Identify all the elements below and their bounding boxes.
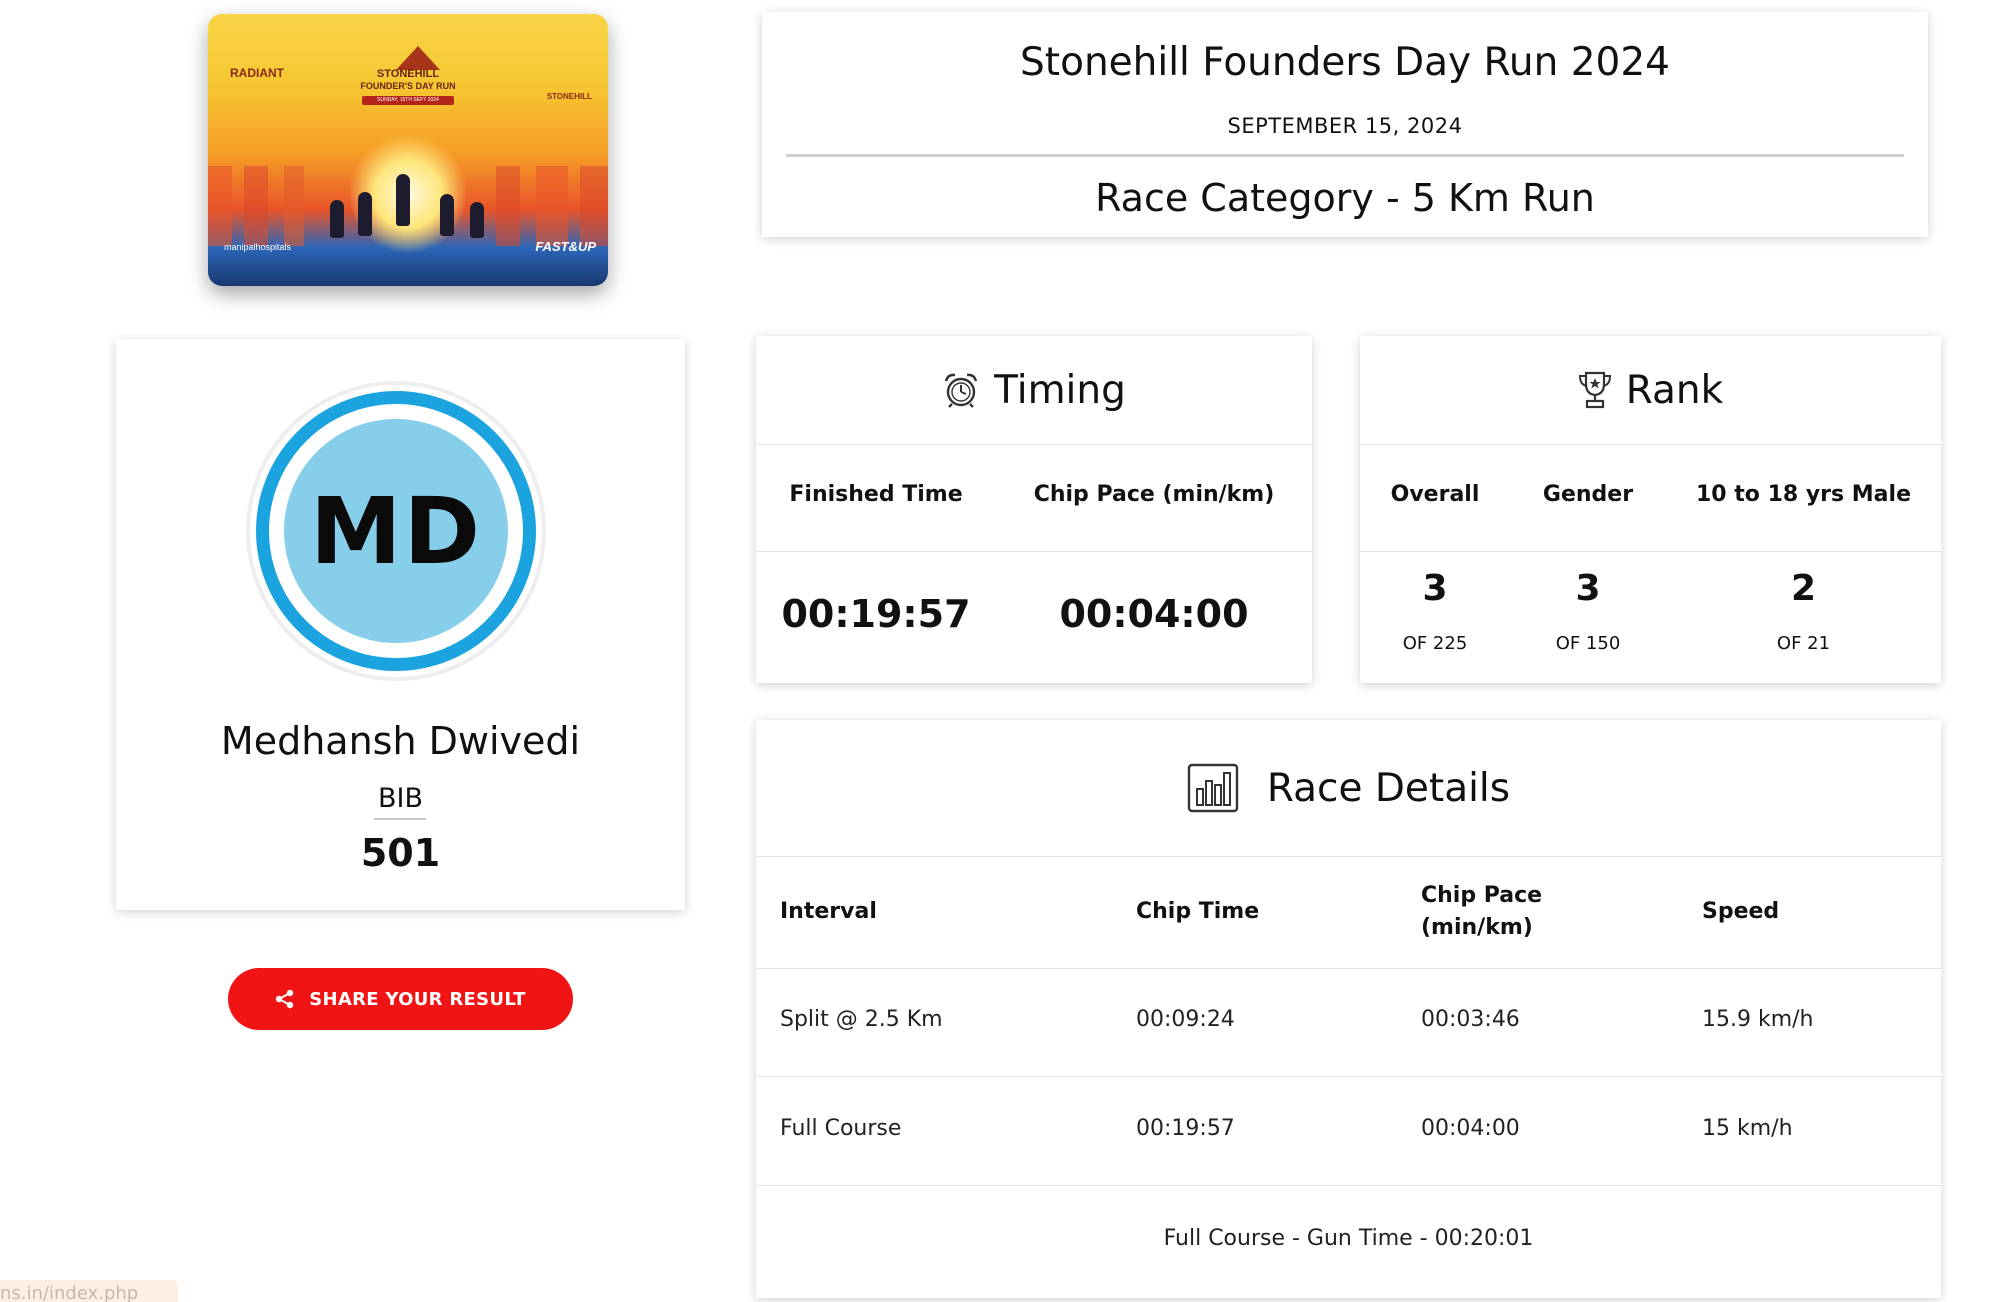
divider xyxy=(1360,444,1941,445)
timing-card: Timing Finished Time Chip Pace (min/km) … xyxy=(756,336,1312,683)
divider xyxy=(756,1076,1941,1077)
cell-chip-pace: 00:04:00 xyxy=(1421,1116,1520,1141)
poster-runner xyxy=(396,174,410,226)
event-divider xyxy=(786,154,1904,157)
rank-header: Rank xyxy=(1360,336,1941,444)
poster-event-subname: FOUNDER'S DAY RUN xyxy=(360,81,456,91)
event-title: Stonehill Founders Day Run 2024 xyxy=(1020,40,1670,85)
event-poster-image: STONEHILL FOUNDER'S DAY RUN SUNDAY, 15TH… xyxy=(208,14,608,286)
divider xyxy=(756,1185,1941,1186)
timing-header: Timing xyxy=(756,336,1312,444)
share-button-label: SHARE YOUR RESULT xyxy=(309,988,526,1010)
chip-pace-label: Chip Pace (min/km) xyxy=(1033,482,1275,507)
column-header-chip-time: Chip Time xyxy=(1136,899,1260,924)
poster-energy-partner: FAST&UP xyxy=(535,239,596,254)
gun-time: Full Course - Gun Time - 00:20:01 xyxy=(1163,1226,1534,1251)
rank-gender-value: 3 xyxy=(1575,568,1601,609)
rank-age-group-value: 2 xyxy=(1790,568,1817,609)
poster-runner xyxy=(440,194,454,236)
avatar: MD xyxy=(246,381,546,681)
poster-runner xyxy=(358,192,372,236)
poster-organizer-logo: RADIANT xyxy=(230,66,284,80)
race-details-header: Race Details xyxy=(756,720,1941,856)
event-header-card: Stonehill Founders Day Run 2024 SEPTEMBE… xyxy=(762,12,1928,237)
cell-speed: 15 km/h xyxy=(1702,1116,1793,1141)
bib-underline xyxy=(374,818,426,820)
poster-medical-partner: manipalhospitals xyxy=(224,242,292,252)
share-icon xyxy=(276,989,294,1009)
rank-overall-total: OF 225 xyxy=(1402,633,1468,654)
cell-chip-time: 00:09:24 xyxy=(1136,1007,1235,1032)
rank-card: Rank Overall Gender 10 to 18 yrs Male 3 … xyxy=(1360,336,1941,683)
poster-host-logo: STONEHILL xyxy=(546,92,592,101)
column-header-chip-pace: Chip Pace (min/km) xyxy=(1421,883,1543,940)
cell-interval: Split @ 2.5 Km xyxy=(780,1007,943,1032)
divider xyxy=(756,444,1312,445)
cell-chip-time: 00:19:57 xyxy=(1136,1116,1235,1141)
share-result-button[interactable]: SHARE YOUR RESULT xyxy=(228,968,573,1030)
column-header-speed: Speed xyxy=(1702,899,1780,924)
event-date: SEPTEMBER 15, 2024 xyxy=(1227,114,1463,138)
finished-time-value: 00:19:57 xyxy=(781,592,971,636)
poster-event-name: STONEHILL xyxy=(376,68,440,80)
bib-label: BIB xyxy=(377,783,423,814)
bib-number: 501 xyxy=(360,831,441,875)
poster-runner xyxy=(330,200,344,238)
finished-time-label: Finished Time xyxy=(789,482,963,507)
participant-card: MD Medhansh Dwivedi BIB 501 xyxy=(116,339,685,910)
avatar-initials: MD xyxy=(284,419,508,643)
rank-gender-total: OF 150 xyxy=(1555,633,1621,654)
rank-title: Rank xyxy=(1625,367,1724,413)
participant-name: Medhansh Dwivedi xyxy=(220,719,581,763)
timing-title: Timing xyxy=(994,367,1126,413)
race-category: Race Category - 5 Km Run xyxy=(1095,176,1595,220)
race-details-card: Race Details Interval Chip Time Chip Pac… xyxy=(756,720,1941,1298)
rank-overall-value: 3 xyxy=(1422,568,1448,609)
bar-chart-icon xyxy=(1187,763,1239,813)
status-url: ns.in/index.php xyxy=(0,1280,178,1302)
divider xyxy=(756,856,1941,857)
cell-speed: 15.9 km/h xyxy=(1702,1007,1814,1032)
rank-gender-label: Gender xyxy=(1542,482,1634,507)
rank-age-group-label: 10 to 18 yrs Male xyxy=(1696,482,1911,507)
rank-age-group-total: OF 21 xyxy=(1776,633,1831,654)
poster-runner xyxy=(470,202,484,238)
rank-overall-label: Overall xyxy=(1390,482,1480,507)
cell-chip-pace: 00:03:46 xyxy=(1421,1007,1520,1032)
poster-emblem xyxy=(396,46,440,70)
poster-date-band: SUNDAY, 15TH SEPT 2024 xyxy=(362,96,454,105)
trophy-icon xyxy=(1578,371,1611,409)
divider xyxy=(756,968,1941,969)
divider xyxy=(1360,551,1941,552)
cell-interval: Full Course xyxy=(780,1116,902,1141)
race-details-title: Race Details xyxy=(1266,765,1511,811)
column-header-interval: Interval xyxy=(780,899,877,924)
chip-pace-value: 00:04:00 xyxy=(1059,592,1249,636)
alarm-clock-icon xyxy=(944,373,978,408)
divider xyxy=(756,551,1312,552)
